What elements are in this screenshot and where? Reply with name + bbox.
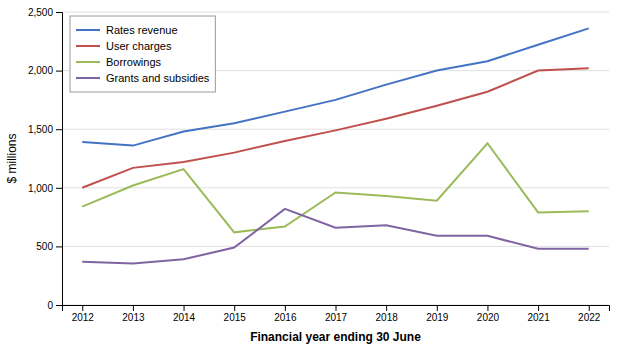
- y-tick-label: 1,000: [28, 183, 53, 194]
- legend-swatch: [76, 61, 100, 63]
- legend-label: Grants and subsidies: [106, 72, 210, 84]
- y-tick-mark: [56, 305, 62, 306]
- y-tick: 2,000: [28, 65, 62, 76]
- x-tick-label: 2017: [325, 312, 348, 323]
- series-line: [82, 209, 588, 263]
- x-tick-label: 2016: [274, 312, 297, 323]
- x-tick: 2019: [426, 305, 449, 323]
- y-axis: 0 500 1,000 1,500 2,000 2,500: [28, 7, 63, 311]
- legend-swatch: [76, 77, 100, 79]
- x-tick-label: 2015: [224, 312, 247, 323]
- x-tick-label: 2022: [578, 312, 601, 323]
- x-tick-mark: [538, 305, 539, 311]
- y-tick: 0: [47, 300, 62, 311]
- y-tick-mark: [56, 246, 62, 247]
- x-tick-mark: [184, 305, 185, 311]
- legend-swatch: [76, 45, 100, 47]
- legend: Rates revenue User charges Borrowings Grant…: [70, 16, 215, 92]
- x-tick-mark: [234, 305, 235, 311]
- legend-label: Rates revenue: [106, 24, 178, 36]
- legend-label: User charges: [106, 40, 172, 52]
- x-axis-title: Financial year ending 30 June: [250, 330, 421, 344]
- x-tick-mark: [336, 305, 337, 311]
- y-tick-label: 500: [36, 241, 53, 252]
- x-tick-mark: [437, 305, 438, 311]
- x-tick-mark: [82, 305, 83, 311]
- x-tick: 2022: [578, 305, 601, 323]
- x-tick-mark: [285, 305, 286, 311]
- y-axis-title: $ millions: [5, 133, 19, 183]
- x-tick-label: 2018: [376, 312, 399, 323]
- grid-line: [62, 187, 609, 188]
- legend-swatch: [76, 29, 100, 31]
- x-tick-label: 2019: [426, 312, 449, 323]
- y-tick-label: 0: [47, 300, 53, 311]
- y-tick: 500: [36, 241, 62, 252]
- lines: [82, 28, 588, 263]
- x-tick: 2016: [274, 305, 297, 323]
- grid: [62, 12, 609, 305]
- y-tick: 1,500: [28, 124, 62, 135]
- x-tick: 2015: [224, 305, 247, 323]
- chart: 2012 2013 2014 2015 2016 2017 2018 2019 2020 2021…: [0, 0, 629, 351]
- x-tick: 2018: [376, 305, 399, 323]
- x-tick: 2020: [477, 305, 500, 323]
- y-tick-mark: [56, 12, 62, 13]
- x-axis-line: [63, 306, 610, 312]
- grid-line: [62, 12, 609, 13]
- x-tick-label: 2021: [527, 312, 550, 323]
- x-tick: 2013: [122, 305, 145, 323]
- series-line: [82, 143, 588, 232]
- y-tick-mark: [56, 71, 62, 72]
- x-tick: 2021: [527, 305, 550, 323]
- y-tick-mark: [56, 188, 62, 189]
- x-tick: 2017: [325, 305, 348, 323]
- y-tick-label: 2,000: [28, 65, 53, 76]
- y-tick-label: 2,500: [28, 7, 53, 18]
- x-tick: 2014: [173, 305, 196, 323]
- y-tick: 2,500: [28, 7, 62, 18]
- x-tick-mark: [386, 305, 387, 311]
- x-tick-label: 2020: [477, 312, 500, 323]
- legend-label: Borrowings: [106, 56, 162, 68]
- x-tick: 2012: [72, 305, 95, 323]
- x-tick-label: 2012: [72, 312, 95, 323]
- x-tick-mark: [589, 305, 590, 311]
- x-axis: 2012 2013 2014 2015 2016 2017 2018 2019 2020 2021…: [63, 305, 610, 323]
- y-tick-label: 1,500: [28, 124, 53, 135]
- legend-box: [70, 16, 215, 92]
- y-tick-mark: [56, 129, 62, 130]
- y-tick: 1,000: [28, 183, 62, 194]
- plot-area: 2012 2013 2014 2015 2016 2017 2018 2019 2020 2021…: [28, 7, 610, 323]
- x-tick-mark: [487, 305, 488, 311]
- x-tick-mark: [133, 305, 134, 311]
- x-tick-label: 2013: [122, 312, 145, 323]
- x-tick-label: 2014: [173, 312, 196, 323]
- y-axis-line: [56, 13, 63, 306]
